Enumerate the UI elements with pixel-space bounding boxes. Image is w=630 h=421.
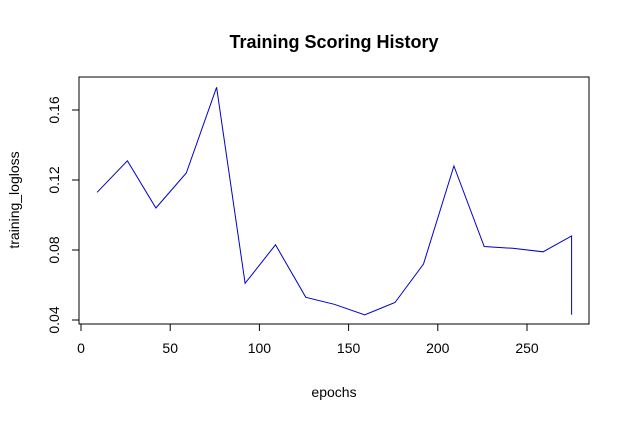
x-tick-label: 0 <box>77 340 85 356</box>
y-tick-label: 0.16 <box>46 96 62 123</box>
y-tick-label: 0.12 <box>46 166 62 193</box>
y-axis-label: training_logloss <box>6 151 22 248</box>
plot-area-frame <box>78 76 590 325</box>
x-tick-label: 200 <box>426 340 450 356</box>
x-tick-label: 50 <box>162 340 178 356</box>
x-axis: 0 50 100 150 200 250 <box>77 323 539 356</box>
y-axis: 0.04 0.08 0.12 0.16 <box>46 96 80 334</box>
x-axis-label: epochs <box>311 384 356 400</box>
y-tick-label: 0.08 <box>46 236 62 263</box>
x-tick-label: 100 <box>248 340 272 356</box>
chart-title: Training Scoring History <box>229 32 438 52</box>
series-line-training-logloss <box>96 87 573 316</box>
x-tick-label: 150 <box>337 340 361 356</box>
y-tick-label: 0.04 <box>46 306 62 333</box>
x-tick-label: 250 <box>515 340 539 356</box>
